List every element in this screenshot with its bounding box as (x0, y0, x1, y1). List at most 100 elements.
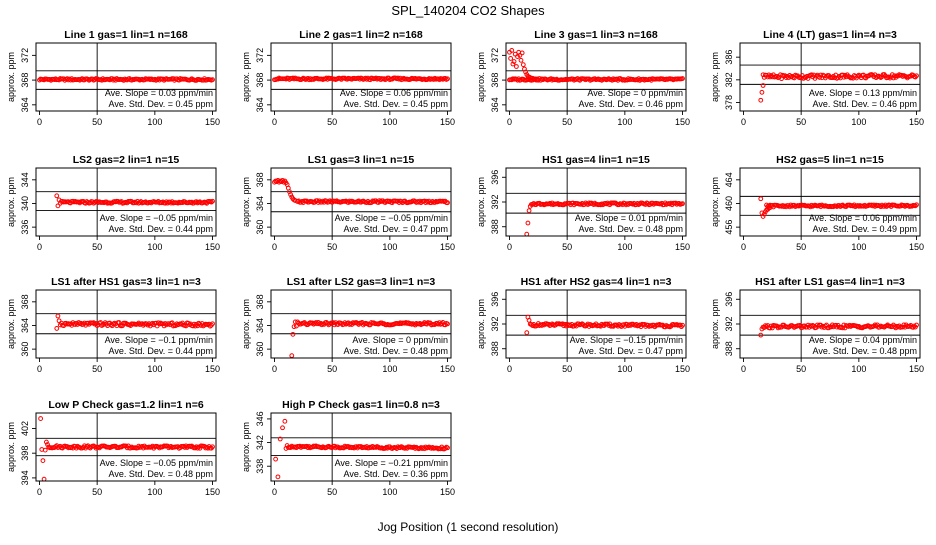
y-tick-label: 388 (724, 341, 734, 356)
y-tick-label: 360 (255, 342, 265, 357)
y-axis-label: approx. ppm (241, 299, 251, 349)
y-axis-label: approx. ppm (241, 177, 251, 227)
data-point (54, 326, 60, 331)
x-tick-label: 100 (382, 117, 397, 127)
plot-area (36, 290, 216, 358)
panel-title: LS1 after HS1 gas=3 lin=1 n=3 (51, 276, 201, 288)
data-point (42, 447, 48, 453)
y-tick-label: 464 (724, 172, 734, 187)
x-tick-label: 50 (796, 364, 806, 374)
plot-area (271, 43, 451, 111)
data-point (524, 231, 530, 236)
panel-title: Low P Check gas=1.2 lin=1 n=6 (48, 399, 203, 411)
data-point (288, 192, 294, 198)
data-point (520, 62, 526, 68)
data-point (911, 323, 917, 329)
data-point (210, 321, 215, 327)
slope-annotation: Ave. Slope = 0.06 ppm/min (340, 88, 448, 98)
data-point (801, 76, 806, 81)
x-tick-label: 0 (272, 487, 277, 497)
slope-annotation: Ave. Slope = −0.05 ppm/min (100, 213, 213, 223)
plot-area (271, 168, 451, 236)
data-point (510, 61, 516, 67)
y-tick-label: 364 (255, 196, 265, 211)
panel-frame (270, 167, 452, 237)
panel-frame (35, 167, 217, 237)
data-point (783, 75, 789, 80)
std-dev-annotation: Ave. Std. Dev. = 0.45 ppm (109, 99, 213, 109)
panel: Line 4 (LT) gas=1 lin=4 n=3 Ave. Slope = … (710, 29, 924, 127)
x-tick-label: 100 (617, 364, 632, 374)
y-axis-label: approx. ppm (6, 299, 16, 349)
y-tick-label: 382 (724, 72, 734, 87)
data-point (761, 211, 767, 217)
y-tick-label: 368 (20, 294, 30, 309)
data-point (912, 203, 918, 209)
x-tick-label: 150 (675, 364, 690, 374)
panel: HS1 after LS1 gas=4 lin=1 n=3 Ave. Slope … (710, 276, 924, 374)
y-tick-label: 396 (724, 292, 734, 307)
y-tick-label: 392 (490, 194, 500, 209)
y-tick-label: 372 (490, 48, 500, 63)
y-tick-label: 340 (20, 196, 30, 211)
panel-frame (739, 42, 921, 112)
x-tick-label: 100 (851, 364, 866, 374)
std-dev-annotation: Ave. Std. Dev. = 0.49 ppm (813, 224, 917, 234)
x-tick-label: 50 (327, 487, 337, 497)
data-point (523, 69, 529, 75)
y-tick-label: 372 (20, 48, 30, 63)
data-point (817, 75, 823, 80)
x-tick-label: 150 (909, 117, 924, 127)
panel: LS1 gas=3 lin=1 n=15 Ave. Slope = −0.05 p… (241, 154, 455, 252)
data-point (442, 75, 448, 81)
data-point (680, 76, 685, 81)
data-point (805, 76, 811, 81)
data-point (445, 76, 450, 82)
data-point (45, 442, 50, 447)
slope-annotation: Ave. Slope = 0.03 ppm/min (105, 88, 213, 98)
y-tick-label: 360 (20, 342, 30, 357)
std-dev-annotation: Ave. Std. Dev. = 0.46 ppm (813, 99, 917, 109)
panel-frame (35, 412, 217, 482)
data-point (195, 445, 200, 451)
slope-annotation: Ave. Slope = −0.21 ppm/min (335, 458, 448, 468)
data-point (289, 353, 295, 358)
std-dev-annotation: Ave. Std. Dev. = 0.45 ppm (344, 99, 448, 109)
data-point (290, 331, 296, 337)
panel: HS2 gas=5 lin=1 n=15 Ave. Slope = 0.06 pp… (710, 154, 924, 252)
data-point (760, 214, 766, 219)
y-tick-label: 368 (255, 172, 265, 187)
data-point (55, 313, 61, 319)
x-tick-label: 100 (147, 242, 162, 252)
x-tick-label: 0 (507, 242, 512, 252)
data-point (680, 322, 685, 328)
data-point (886, 74, 892, 80)
y-axis-label: approx. ppm (710, 52, 720, 102)
slope-annotation: Ave. Slope = 0.13 ppm/min (809, 88, 917, 98)
x-tick-label: 100 (851, 117, 866, 127)
y-tick-label: 338 (255, 459, 265, 474)
y-tick-label: 346 (255, 411, 265, 426)
data-point (40, 458, 46, 464)
slope-annotation: Ave. Slope = −0.1 ppm/min (105, 335, 213, 345)
y-tick-label: 368 (255, 73, 265, 88)
data-point (826, 325, 832, 331)
y-axis-label: approx. ppm (710, 177, 720, 227)
panel: Low P Check gas=1.2 lin=1 n=6 Ave. Slope … (6, 399, 220, 497)
data-point (518, 57, 524, 63)
plot-area (271, 290, 451, 358)
x-tick-label: 50 (562, 117, 572, 127)
panel-frame (505, 42, 687, 112)
panel-title: Line 2 gas=1 lin=2 n=168 (299, 29, 423, 41)
y-axis-label: approx. ppm (710, 299, 720, 349)
panel-frame (270, 412, 452, 482)
y-tick-label: 388 (490, 341, 500, 356)
x-tick-label: 150 (440, 487, 455, 497)
x-tick-label: 50 (796, 242, 806, 252)
x-tick-label: 150 (909, 364, 924, 374)
data-point (281, 179, 287, 185)
plot-area (740, 290, 920, 358)
x-tick-label: 0 (37, 117, 42, 127)
plot-area (506, 290, 686, 358)
